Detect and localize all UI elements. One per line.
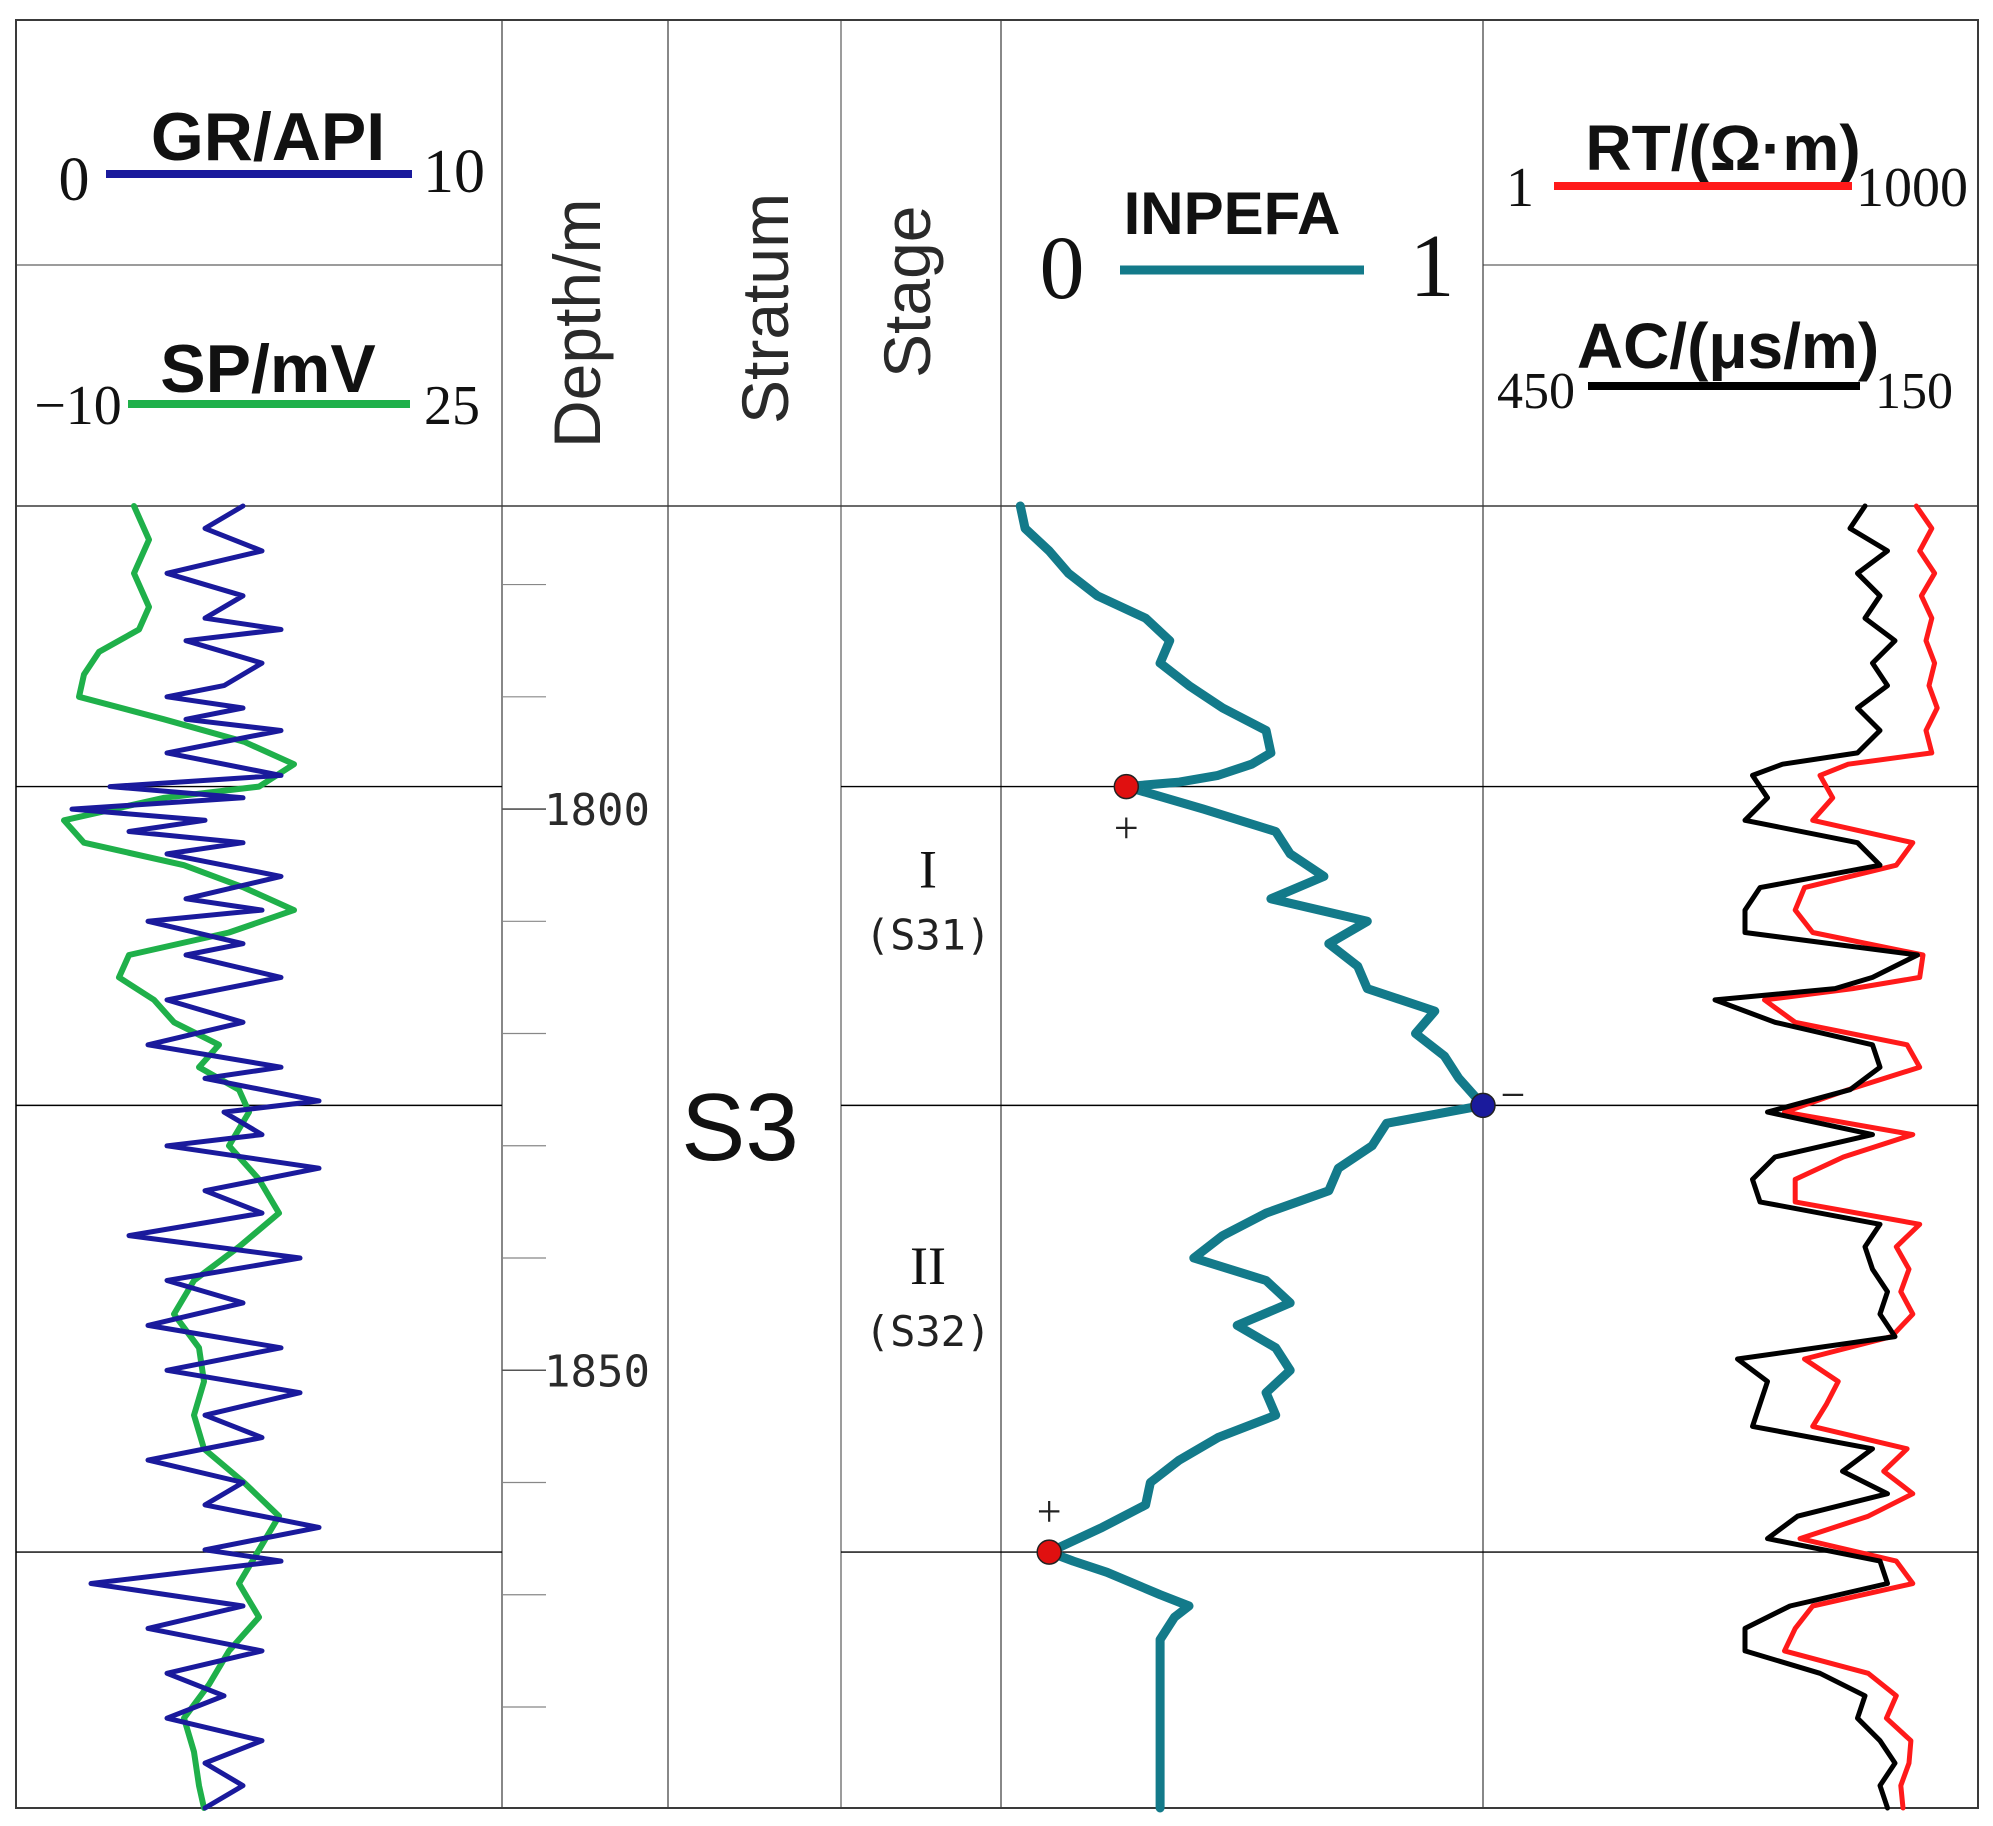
stage-roman-label: I — [919, 840, 937, 900]
stratum-header: Stratum — [728, 193, 802, 424]
sp-min-label: −10 — [34, 375, 122, 437]
depth-ticks: 1800 1850 — [502, 583, 650, 1708]
frame — [15, 19, 1979, 1809]
rt-header: RT/(Ω·m) 1 1000 — [1506, 112, 1968, 219]
ac-min-label: 450 — [1497, 363, 1575, 420]
stage-header: Stage — [870, 206, 944, 378]
stratum-label: S3 — [681, 1074, 798, 1181]
stage-roman-label: II — [910, 1236, 946, 1296]
gr-title: GR/API — [151, 99, 385, 175]
inpefa-marker-sign: + — [1037, 1487, 1062, 1536]
inpefa-min-label: 0 — [1040, 219, 1085, 318]
markers: + − + — [1036, 773, 1526, 1565]
grid — [15, 19, 1979, 1809]
inpefa-marker-plus — [1036, 1539, 1062, 1565]
ac-curve — [1712, 503, 1920, 1811]
gr-header: GR/API 0 10 — [59, 99, 486, 214]
ac-max-label: 150 — [1875, 363, 1953, 420]
rt-title: RT/(Ω·m) — [1585, 112, 1860, 184]
inpefa-marker-sign: − — [1501, 1070, 1526, 1119]
gr-min-label: 0 — [59, 146, 90, 214]
sp-title: SP/mV — [160, 331, 375, 407]
stage-code-label: (S32) — [865, 1307, 991, 1356]
inpefa-marker-sign: + — [1114, 804, 1139, 853]
inpefa-curve — [1015, 501, 1488, 1813]
gr-max-label: 10 — [423, 138, 485, 206]
inpefa-marker-plus — [1113, 773, 1140, 800]
inpefa-marker-minus — [1470, 1092, 1496, 1119]
depth-header: Depth/m — [540, 199, 614, 448]
stage-labels: I (S31) II (S32) — [865, 840, 991, 1356]
rt-max-label: 1000 — [1856, 157, 1968, 219]
curves — [61, 501, 1940, 1813]
gr-curve — [69, 503, 322, 1811]
ac-title: AC/(μs/m) — [1577, 310, 1879, 382]
rt-min-label: 1 — [1506, 157, 1534, 219]
ac-header: AC/(μs/m) 450 150 — [1497, 310, 1953, 420]
sp-header: SP/mV −10 25 — [34, 331, 480, 437]
inpefa-header: INPEFA 0 1 — [1040, 180, 1455, 318]
sp-max-label: 25 — [424, 375, 480, 437]
rt-curve — [1762, 503, 1940, 1811]
depth-tick-label: 1850 — [544, 1346, 650, 1397]
stage-code-label: (S31) — [865, 911, 991, 960]
depth-tick-label: 1800 — [544, 785, 650, 836]
inpefa-max-label: 1 — [1410, 217, 1455, 316]
inpefa-title: INPEFA — [1124, 180, 1341, 247]
